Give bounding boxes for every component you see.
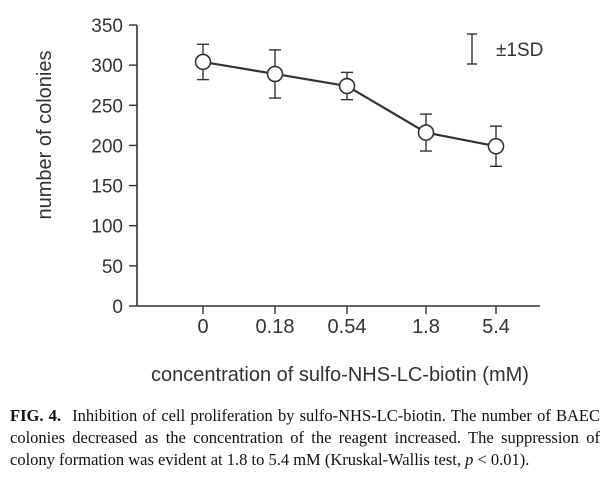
data-point-marker bbox=[417, 124, 435, 141]
x-tick-label: 0.54 bbox=[328, 316, 367, 338]
y-tick-label: 200 bbox=[91, 136, 123, 157]
caption-p-symbol: p bbox=[465, 450, 474, 469]
y-tick-label: 0 bbox=[112, 297, 123, 318]
data-series bbox=[194, 43, 505, 168]
y-tick-label: 300 bbox=[91, 56, 123, 77]
y-tick-label: 100 bbox=[91, 217, 123, 238]
legend: ±1SD bbox=[467, 33, 543, 65]
x-axis-title: concentration of sulfo-NHS-LC-biotin (mM… bbox=[151, 364, 529, 386]
figure-label: FIG. 4. bbox=[10, 406, 62, 425]
data-point-marker bbox=[266, 65, 284, 83]
x-tick-label: 5.4 bbox=[482, 316, 510, 338]
y-tick-label: 150 bbox=[91, 177, 123, 198]
caption-text-end: < 0.01). bbox=[473, 450, 530, 469]
series-line bbox=[202, 60, 497, 148]
y-tick-label: 350 bbox=[91, 16, 123, 37]
x-tick-label: 1.8 bbox=[412, 316, 440, 338]
data-point-marker bbox=[487, 137, 505, 155]
y-axis-title: number of colonies bbox=[34, 51, 56, 220]
chart-axes bbox=[136, 25, 540, 307]
legend-label: ±1SD bbox=[496, 40, 543, 61]
figure-caption: FIG. 4. Inhibition of cell proliferation… bbox=[10, 405, 600, 471]
x-tick-label: 0.18 bbox=[256, 316, 295, 338]
x-tick-label: 0 bbox=[197, 316, 208, 338]
data-point-marker bbox=[194, 53, 212, 71]
y-ticks: 0 50 100 150 200 250 300 350 bbox=[91, 16, 137, 318]
x-ticks: 0 0.18 0.54 1.8 5.4 bbox=[197, 306, 510, 338]
caption-text: Inhibition of cell proliferation by sulf… bbox=[10, 406, 601, 469]
chart: 0 50 100 150 200 250 300 350 0 0.18 0.54 1.8 5.4 ±1… bbox=[34, 16, 543, 386]
data-point-marker bbox=[338, 77, 356, 95]
y-tick-label: 250 bbox=[91, 96, 123, 117]
y-tick-label: 50 bbox=[102, 257, 123, 278]
